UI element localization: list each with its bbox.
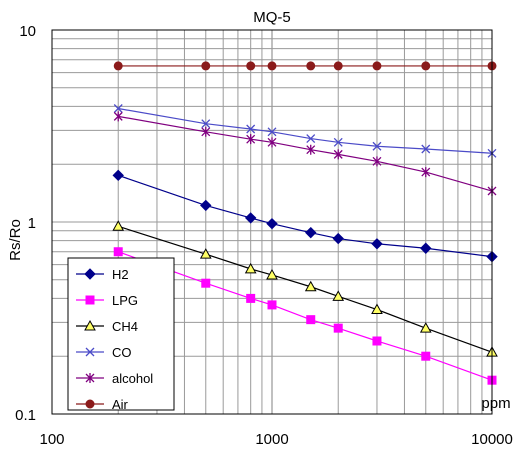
x-tick-label: 1000 bbox=[255, 431, 288, 448]
series-line bbox=[118, 115, 493, 192]
data-point bbox=[304, 280, 317, 292]
y-tick-label: 0.1 bbox=[15, 407, 36, 424]
data-point bbox=[112, 169, 124, 182]
data-point bbox=[372, 61, 382, 71]
data-point bbox=[421, 351, 431, 361]
data-point bbox=[371, 303, 383, 315]
data-point bbox=[113, 61, 123, 71]
x-axis-label: ppm bbox=[481, 395, 510, 412]
data-point bbox=[372, 141, 382, 151]
data-point bbox=[246, 124, 256, 134]
data-point bbox=[306, 134, 316, 144]
series-h2 bbox=[112, 169, 498, 263]
legend-item: LPG bbox=[76, 293, 138, 308]
data-point bbox=[246, 134, 256, 145]
legend-marker bbox=[85, 347, 95, 357]
data-point bbox=[372, 156, 382, 167]
data-point bbox=[112, 220, 125, 231]
data-point bbox=[306, 61, 316, 71]
data-point bbox=[332, 232, 344, 245]
legend-box bbox=[67, 257, 175, 411]
data-point bbox=[113, 247, 123, 257]
data-point bbox=[267, 127, 277, 137]
series-line bbox=[118, 107, 493, 154]
data-point bbox=[201, 61, 211, 71]
legend-label: Air bbox=[112, 397, 129, 412]
data-point bbox=[306, 144, 316, 155]
plot-frame bbox=[51, 29, 493, 415]
data-point bbox=[246, 293, 256, 303]
series-air bbox=[113, 61, 497, 71]
legend-marker bbox=[85, 373, 95, 383]
data-point bbox=[421, 167, 431, 178]
legend-marker bbox=[85, 399, 95, 409]
legend-item: CO bbox=[76, 345, 132, 360]
legend-marker bbox=[85, 295, 95, 305]
legend-marker bbox=[84, 268, 96, 280]
data-point bbox=[267, 61, 277, 71]
legend-label: LPG bbox=[112, 293, 138, 308]
data-point bbox=[333, 323, 343, 333]
data-point bbox=[246, 61, 256, 71]
data-point bbox=[333, 149, 343, 160]
legend-item: H2 bbox=[76, 267, 129, 282]
data-point bbox=[267, 300, 277, 310]
data-point bbox=[266, 217, 278, 230]
data-point bbox=[421, 144, 431, 154]
data-point bbox=[332, 290, 345, 301]
data-point bbox=[372, 336, 382, 346]
series-co bbox=[113, 104, 497, 158]
legend: H2 LPG CH4 CO alcohol Air bbox=[67, 257, 175, 412]
y-tick-label: 10 bbox=[19, 23, 36, 40]
series-lpg bbox=[113, 247, 497, 385]
legend-label: CH4 bbox=[112, 319, 138, 334]
data-point bbox=[371, 238, 383, 250]
legend-item: Air bbox=[76, 397, 129, 412]
legend-label: CO bbox=[112, 345, 132, 360]
legend-item: CH4 bbox=[76, 319, 138, 334]
series-alcohol bbox=[113, 111, 497, 197]
data-point bbox=[201, 119, 211, 129]
data-point bbox=[306, 315, 316, 325]
data-point bbox=[201, 126, 211, 137]
data-point bbox=[200, 199, 212, 212]
data-point bbox=[267, 137, 277, 148]
data-point bbox=[113, 111, 123, 122]
data-point bbox=[244, 262, 257, 274]
legend-item: alcohol bbox=[76, 371, 153, 386]
data-point bbox=[201, 278, 211, 288]
legend-marker bbox=[84, 319, 96, 331]
series-layer bbox=[112, 61, 498, 385]
data-point bbox=[113, 104, 123, 113]
data-point bbox=[305, 226, 317, 239]
data-point bbox=[421, 61, 431, 71]
x-tick-label: 100 bbox=[39, 431, 64, 448]
x-tick-label: 10000 bbox=[471, 431, 513, 448]
data-point bbox=[419, 322, 432, 333]
chart-title: MQ-5 bbox=[253, 9, 291, 26]
data-point bbox=[333, 137, 343, 147]
data-point bbox=[244, 212, 257, 224]
data-point bbox=[266, 268, 278, 280]
data-point bbox=[333, 61, 343, 71]
legend-label: H2 bbox=[112, 267, 129, 282]
data-point bbox=[199, 248, 212, 259]
y-tick-label: 1 bbox=[28, 215, 36, 232]
data-point bbox=[420, 242, 432, 254]
axis-layer: 100 1000 10000 0.1 1 10 MQ-5 ppm Rs/Ro bbox=[7, 9, 513, 448]
legend-label: alcohol bbox=[112, 371, 153, 386]
y-axis-label: Rs/Ro bbox=[7, 219, 24, 261]
